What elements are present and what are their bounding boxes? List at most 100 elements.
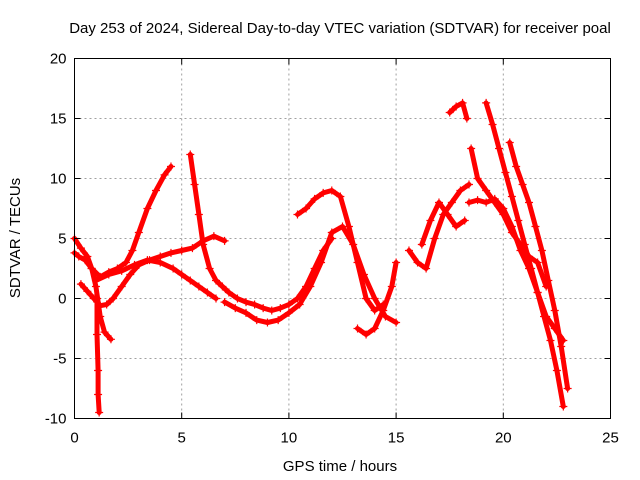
data-point bbox=[327, 186, 336, 195]
data-point bbox=[537, 246, 546, 255]
data-point bbox=[550, 306, 559, 315]
data-point bbox=[83, 287, 92, 296]
data-point bbox=[473, 196, 482, 205]
data-point bbox=[317, 258, 326, 267]
data-point bbox=[499, 204, 508, 213]
data-point bbox=[156, 258, 165, 267]
data-point bbox=[128, 246, 137, 255]
data-point bbox=[464, 180, 473, 189]
y-tick-label: -5 bbox=[53, 351, 66, 368]
data-point bbox=[490, 194, 499, 203]
data-point bbox=[95, 408, 104, 417]
data-point bbox=[117, 282, 126, 291]
data-point bbox=[557, 342, 566, 351]
series-s15 bbox=[464, 194, 568, 345]
y-tick-label: 10 bbox=[50, 171, 67, 188]
data-point bbox=[220, 236, 229, 245]
data-point bbox=[293, 294, 302, 303]
data-point bbox=[199, 240, 208, 249]
data-point bbox=[284, 308, 293, 317]
series-s16 bbox=[505, 138, 572, 393]
data-point bbox=[91, 276, 100, 285]
data-point bbox=[310, 194, 319, 203]
data-point bbox=[518, 180, 527, 189]
data-point bbox=[514, 216, 523, 225]
data-point bbox=[525, 198, 534, 207]
series-line bbox=[507, 140, 571, 391]
data-point bbox=[274, 316, 283, 325]
data-point bbox=[233, 294, 242, 303]
axes: -10 -5 0 5 10 15 20 0 5 10 15 20 25 bbox=[45, 51, 619, 447]
data-point bbox=[370, 324, 379, 333]
data-point bbox=[186, 276, 195, 285]
data-point bbox=[250, 300, 259, 309]
series-line bbox=[72, 236, 114, 342]
data-point bbox=[166, 248, 175, 257]
series-line bbox=[72, 164, 174, 280]
data-point bbox=[456, 186, 465, 195]
data-point bbox=[417, 240, 426, 249]
data-point bbox=[252, 316, 261, 325]
data-point bbox=[413, 258, 422, 267]
data-point bbox=[169, 264, 178, 273]
x-tick-label: 25 bbox=[602, 430, 619, 447]
y-tick-label: 15 bbox=[50, 111, 67, 128]
data-point bbox=[460, 216, 469, 225]
data-point bbox=[344, 222, 353, 231]
series-s11 bbox=[417, 198, 469, 249]
x-tick-label: 15 bbox=[388, 430, 405, 447]
series-s6 bbox=[186, 150, 336, 315]
data-point bbox=[100, 328, 109, 337]
data-point bbox=[447, 198, 456, 207]
data-point bbox=[177, 246, 186, 255]
data-point bbox=[104, 270, 113, 279]
data-point bbox=[276, 304, 285, 313]
data-point bbox=[353, 324, 362, 333]
data-point bbox=[106, 335, 115, 344]
data-point bbox=[76, 244, 85, 253]
data-point bbox=[93, 330, 102, 339]
data-point bbox=[284, 300, 293, 309]
data-point bbox=[177, 270, 186, 279]
data-point bbox=[482, 186, 491, 195]
data-point bbox=[203, 288, 212, 297]
series-s4 bbox=[91, 256, 221, 303]
data-point bbox=[109, 294, 118, 303]
data-point bbox=[143, 256, 152, 265]
data-point bbox=[194, 210, 203, 219]
data-point bbox=[392, 318, 401, 327]
data-point bbox=[426, 216, 435, 225]
data-point bbox=[160, 170, 169, 179]
data-point bbox=[370, 306, 379, 315]
data-point bbox=[544, 276, 553, 285]
series-s12 bbox=[445, 98, 471, 123]
series-line bbox=[187, 152, 335, 313]
data-point bbox=[505, 138, 514, 147]
series-line bbox=[406, 182, 472, 271]
data-point bbox=[186, 150, 195, 159]
data-point bbox=[370, 294, 379, 303]
x-axis-label: GPS time / hours bbox=[283, 458, 397, 475]
data-point bbox=[102, 300, 111, 309]
data-point bbox=[563, 384, 572, 393]
data-point bbox=[525, 264, 534, 273]
y-tick-label: 20 bbox=[50, 51, 67, 68]
data-point bbox=[467, 144, 476, 153]
data-point bbox=[387, 282, 396, 291]
series-line bbox=[355, 260, 399, 337]
data-point bbox=[93, 294, 102, 303]
data-point bbox=[458, 98, 467, 107]
data-point bbox=[482, 98, 491, 107]
data-point bbox=[218, 282, 227, 291]
series-layer bbox=[70, 98, 572, 417]
data-point bbox=[295, 300, 304, 309]
data-point bbox=[542, 312, 551, 321]
data-point bbox=[188, 244, 197, 253]
y-axis-label: SDTVAR / TECUs bbox=[7, 178, 24, 298]
data-point bbox=[531, 222, 540, 231]
data-point bbox=[212, 276, 221, 285]
data-point bbox=[263, 318, 272, 327]
data-point bbox=[404, 246, 413, 255]
data-point bbox=[130, 260, 139, 269]
